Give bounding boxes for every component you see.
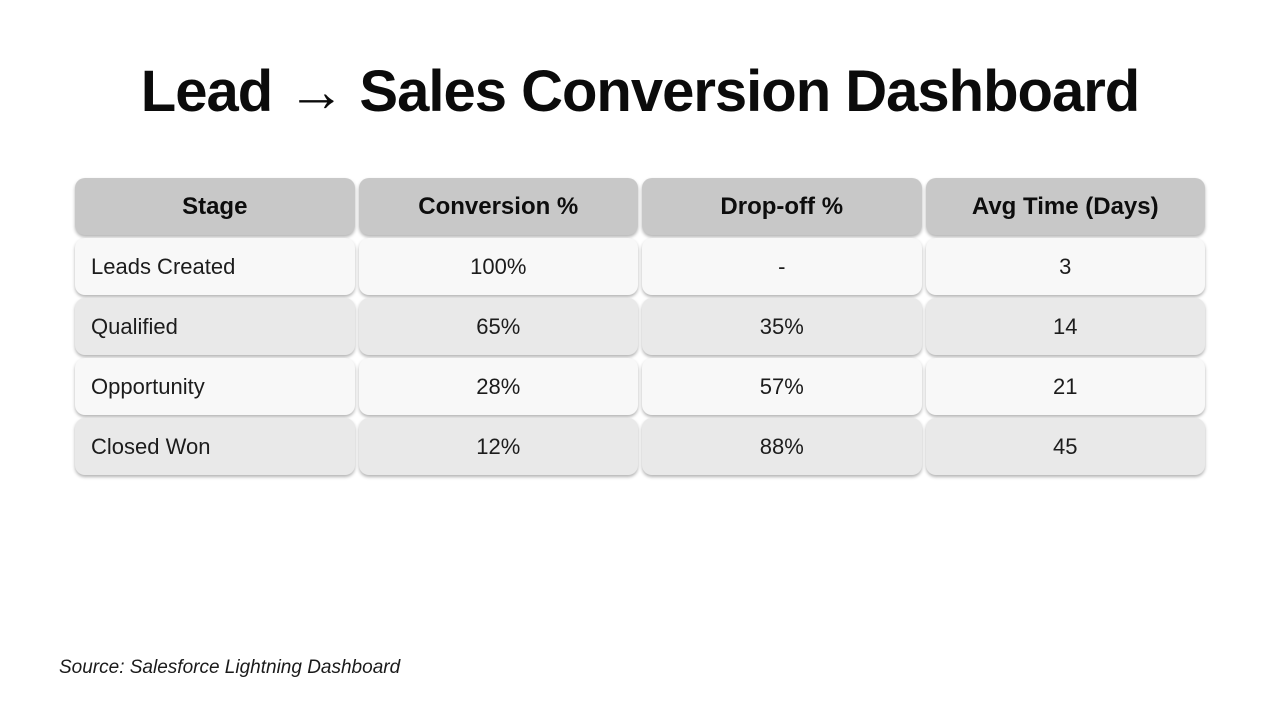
table-cell-dropoff: 88% bbox=[642, 418, 922, 475]
page-title: Lead → Sales Conversion Dashboard bbox=[140, 59, 1140, 124]
table-cell-dropoff: 35% bbox=[642, 298, 922, 355]
table-cell-conversion: 100% bbox=[358, 238, 638, 295]
column-header-conversion: Conversion % bbox=[358, 178, 638, 235]
table-cell-avg-time: 3 bbox=[925, 238, 1205, 295]
table-cell-avg-time: 21 bbox=[925, 358, 1205, 415]
table-cell-dropoff: 57% bbox=[642, 358, 922, 415]
table-cell-stage: Qualified bbox=[75, 298, 355, 355]
source-note: Source: Salesforce Lightning Dashboard bbox=[59, 657, 401, 678]
table-cell-dropoff: - bbox=[642, 238, 922, 295]
table-cell-avg-time: 45 bbox=[925, 418, 1205, 475]
table-cell-stage: Opportunity bbox=[75, 358, 355, 415]
column-header-dropoff: Drop-off % bbox=[642, 178, 922, 235]
table-cell-avg-time: 14 bbox=[925, 298, 1205, 355]
conversion-table: Stage Conversion % Drop-off % Avg Time (… bbox=[75, 178, 1205, 475]
table-cell-stage: Closed Won bbox=[75, 418, 355, 475]
column-header-stage: Stage bbox=[75, 178, 355, 235]
table-cell-stage: Leads Created bbox=[75, 238, 355, 295]
column-header-avg-time: Avg Time (Days) bbox=[925, 178, 1205, 235]
table-cell-conversion: 28% bbox=[358, 358, 638, 415]
table-cell-conversion: 65% bbox=[358, 298, 638, 355]
table-cell-conversion: 12% bbox=[358, 418, 638, 475]
